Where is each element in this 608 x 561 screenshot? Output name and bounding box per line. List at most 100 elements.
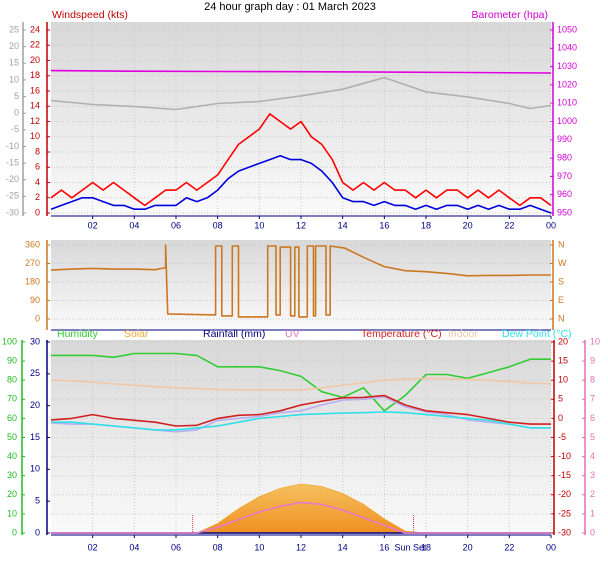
- y-tick-label: 20: [30, 55, 40, 65]
- y-tick-label: 90: [7, 355, 17, 365]
- y-tick-label: 360: [25, 239, 40, 249]
- y-tick-label: 0: [35, 313, 40, 323]
- y-tick-label: 950: [557, 207, 572, 217]
- y-tick-label: 5: [14, 91, 19, 101]
- y-tick-label: 7: [590, 394, 595, 404]
- y-tick-label: 1030: [557, 61, 577, 71]
- y-tick-label: -20: [558, 489, 571, 499]
- series-line: [50, 76, 552, 111]
- x-tick-label: 10: [254, 542, 264, 552]
- y-tick-label: 12: [30, 116, 40, 126]
- y-tick-label: 50: [7, 432, 17, 442]
- y-tick-label: 20: [558, 336, 568, 346]
- legend-entry: Rainfall (mm): [203, 328, 265, 340]
- y-tick-label: 18: [30, 70, 40, 80]
- y-tick-label: -10: [558, 451, 571, 461]
- y-tick-label: 30: [30, 336, 40, 346]
- legend-entry: UV: [285, 328, 300, 340]
- y-tick-label: 990: [557, 134, 572, 144]
- series-line: [51, 352, 551, 412]
- y-tick-label: 180: [25, 276, 40, 286]
- y-tick-label: 24: [30, 24, 40, 34]
- y-tick-label: 0: [14, 108, 19, 118]
- y-tick-label: 1010: [557, 98, 577, 108]
- plot-background: [51, 22, 551, 216]
- y-tick-label: 10: [7, 508, 17, 518]
- x-tick-label: 20: [463, 220, 473, 230]
- x-tick-label: 22: [504, 542, 514, 552]
- x-tick-label: 18: [421, 542, 431, 552]
- plot-background: [51, 240, 551, 330]
- legend-entry: Dew Point (°C): [502, 328, 572, 340]
- legend-entry: Indoor: [448, 328, 478, 340]
- y-tick-label: 8: [590, 375, 595, 385]
- x-tick-label: 16: [379, 542, 389, 552]
- y-tick-label: 90: [30, 295, 40, 305]
- y-tick-label: 80: [7, 375, 17, 385]
- y-tick-label: 60: [7, 413, 17, 423]
- y-tick-label: 0: [35, 207, 40, 217]
- y-tick-label: 1: [590, 508, 595, 518]
- y-tick-label: 20: [9, 41, 19, 51]
- y-tick-label: 10: [30, 464, 40, 474]
- y-tick-label: 100: [2, 336, 17, 346]
- x-tick-label: 14: [338, 542, 348, 552]
- y-tick-label: 20: [30, 400, 40, 410]
- y-tick-label: -25: [6, 191, 19, 201]
- y-tick-label: -5: [558, 432, 566, 442]
- y-tick-label: 960: [557, 189, 572, 199]
- y-tick-label: 10: [558, 375, 568, 385]
- y-tick-label: 25: [30, 368, 40, 378]
- y-tick-label: 15: [558, 355, 568, 365]
- y-tick-label: 30: [7, 470, 17, 480]
- x-tick-label: 12: [296, 220, 306, 230]
- y-tick-label: 1040: [557, 43, 577, 53]
- y-tick-label: S: [558, 276, 564, 286]
- x-tick-label: 16: [379, 220, 389, 230]
- series-line: [51, 411, 551, 431]
- y-tick-label: 970: [557, 171, 572, 181]
- y-tick-label: 15: [30, 432, 40, 442]
- series-line: [50, 113, 552, 207]
- legend-entry: Humidity: [57, 328, 99, 340]
- y-tick-label: 1020: [557, 79, 577, 89]
- y-tick-label: 10: [30, 131, 40, 141]
- y-axis-label: Windspeed (kts): [52, 9, 128, 21]
- y-tick-label: 8: [35, 146, 40, 156]
- y-tick-label: -10: [6, 141, 19, 151]
- x-tick-label: 00: [546, 220, 556, 230]
- y-tick-label: 15: [9, 58, 19, 68]
- y-tick-label: E: [558, 295, 564, 305]
- y-tick-label: 0: [35, 527, 40, 537]
- y-tick-label: 1050: [557, 24, 577, 34]
- y-tick-label: -30: [558, 527, 571, 537]
- y-tick-label: 2: [590, 489, 595, 499]
- y-tick-label: -5: [11, 124, 19, 134]
- y-tick-label: 70: [7, 394, 17, 404]
- x-tick-label: 00: [546, 542, 556, 552]
- x-tick-label: 22: [504, 220, 514, 230]
- y-tick-label: 10: [590, 336, 600, 346]
- y-tick-label: -30: [6, 207, 19, 217]
- y-tick-label: 25: [9, 24, 19, 34]
- series-line: [50, 377, 552, 391]
- series-line: [50, 155, 552, 214]
- x-tick-label: 08: [213, 220, 223, 230]
- y-tick-label: 0: [590, 527, 595, 537]
- series-line: [50, 394, 551, 427]
- x-tick-label: 18: [421, 220, 431, 230]
- x-tick-label: 02: [88, 542, 98, 552]
- y-tick-label: -15: [6, 157, 19, 167]
- y-tick-label: 22: [30, 40, 40, 50]
- y-tick-label: 40: [7, 451, 17, 461]
- series-line: [51, 501, 551, 534]
- y-tick-label: N: [558, 313, 565, 323]
- y-tick-label: N: [558, 239, 565, 249]
- x-tick-label: 04: [129, 220, 139, 230]
- x-tick-label: 04: [129, 542, 139, 552]
- y-tick-label: 4: [35, 177, 40, 187]
- x-tick-label: 14: [338, 220, 348, 230]
- y-tick-label: 10: [9, 74, 19, 84]
- legend-entry: Temperature (°C): [361, 328, 442, 340]
